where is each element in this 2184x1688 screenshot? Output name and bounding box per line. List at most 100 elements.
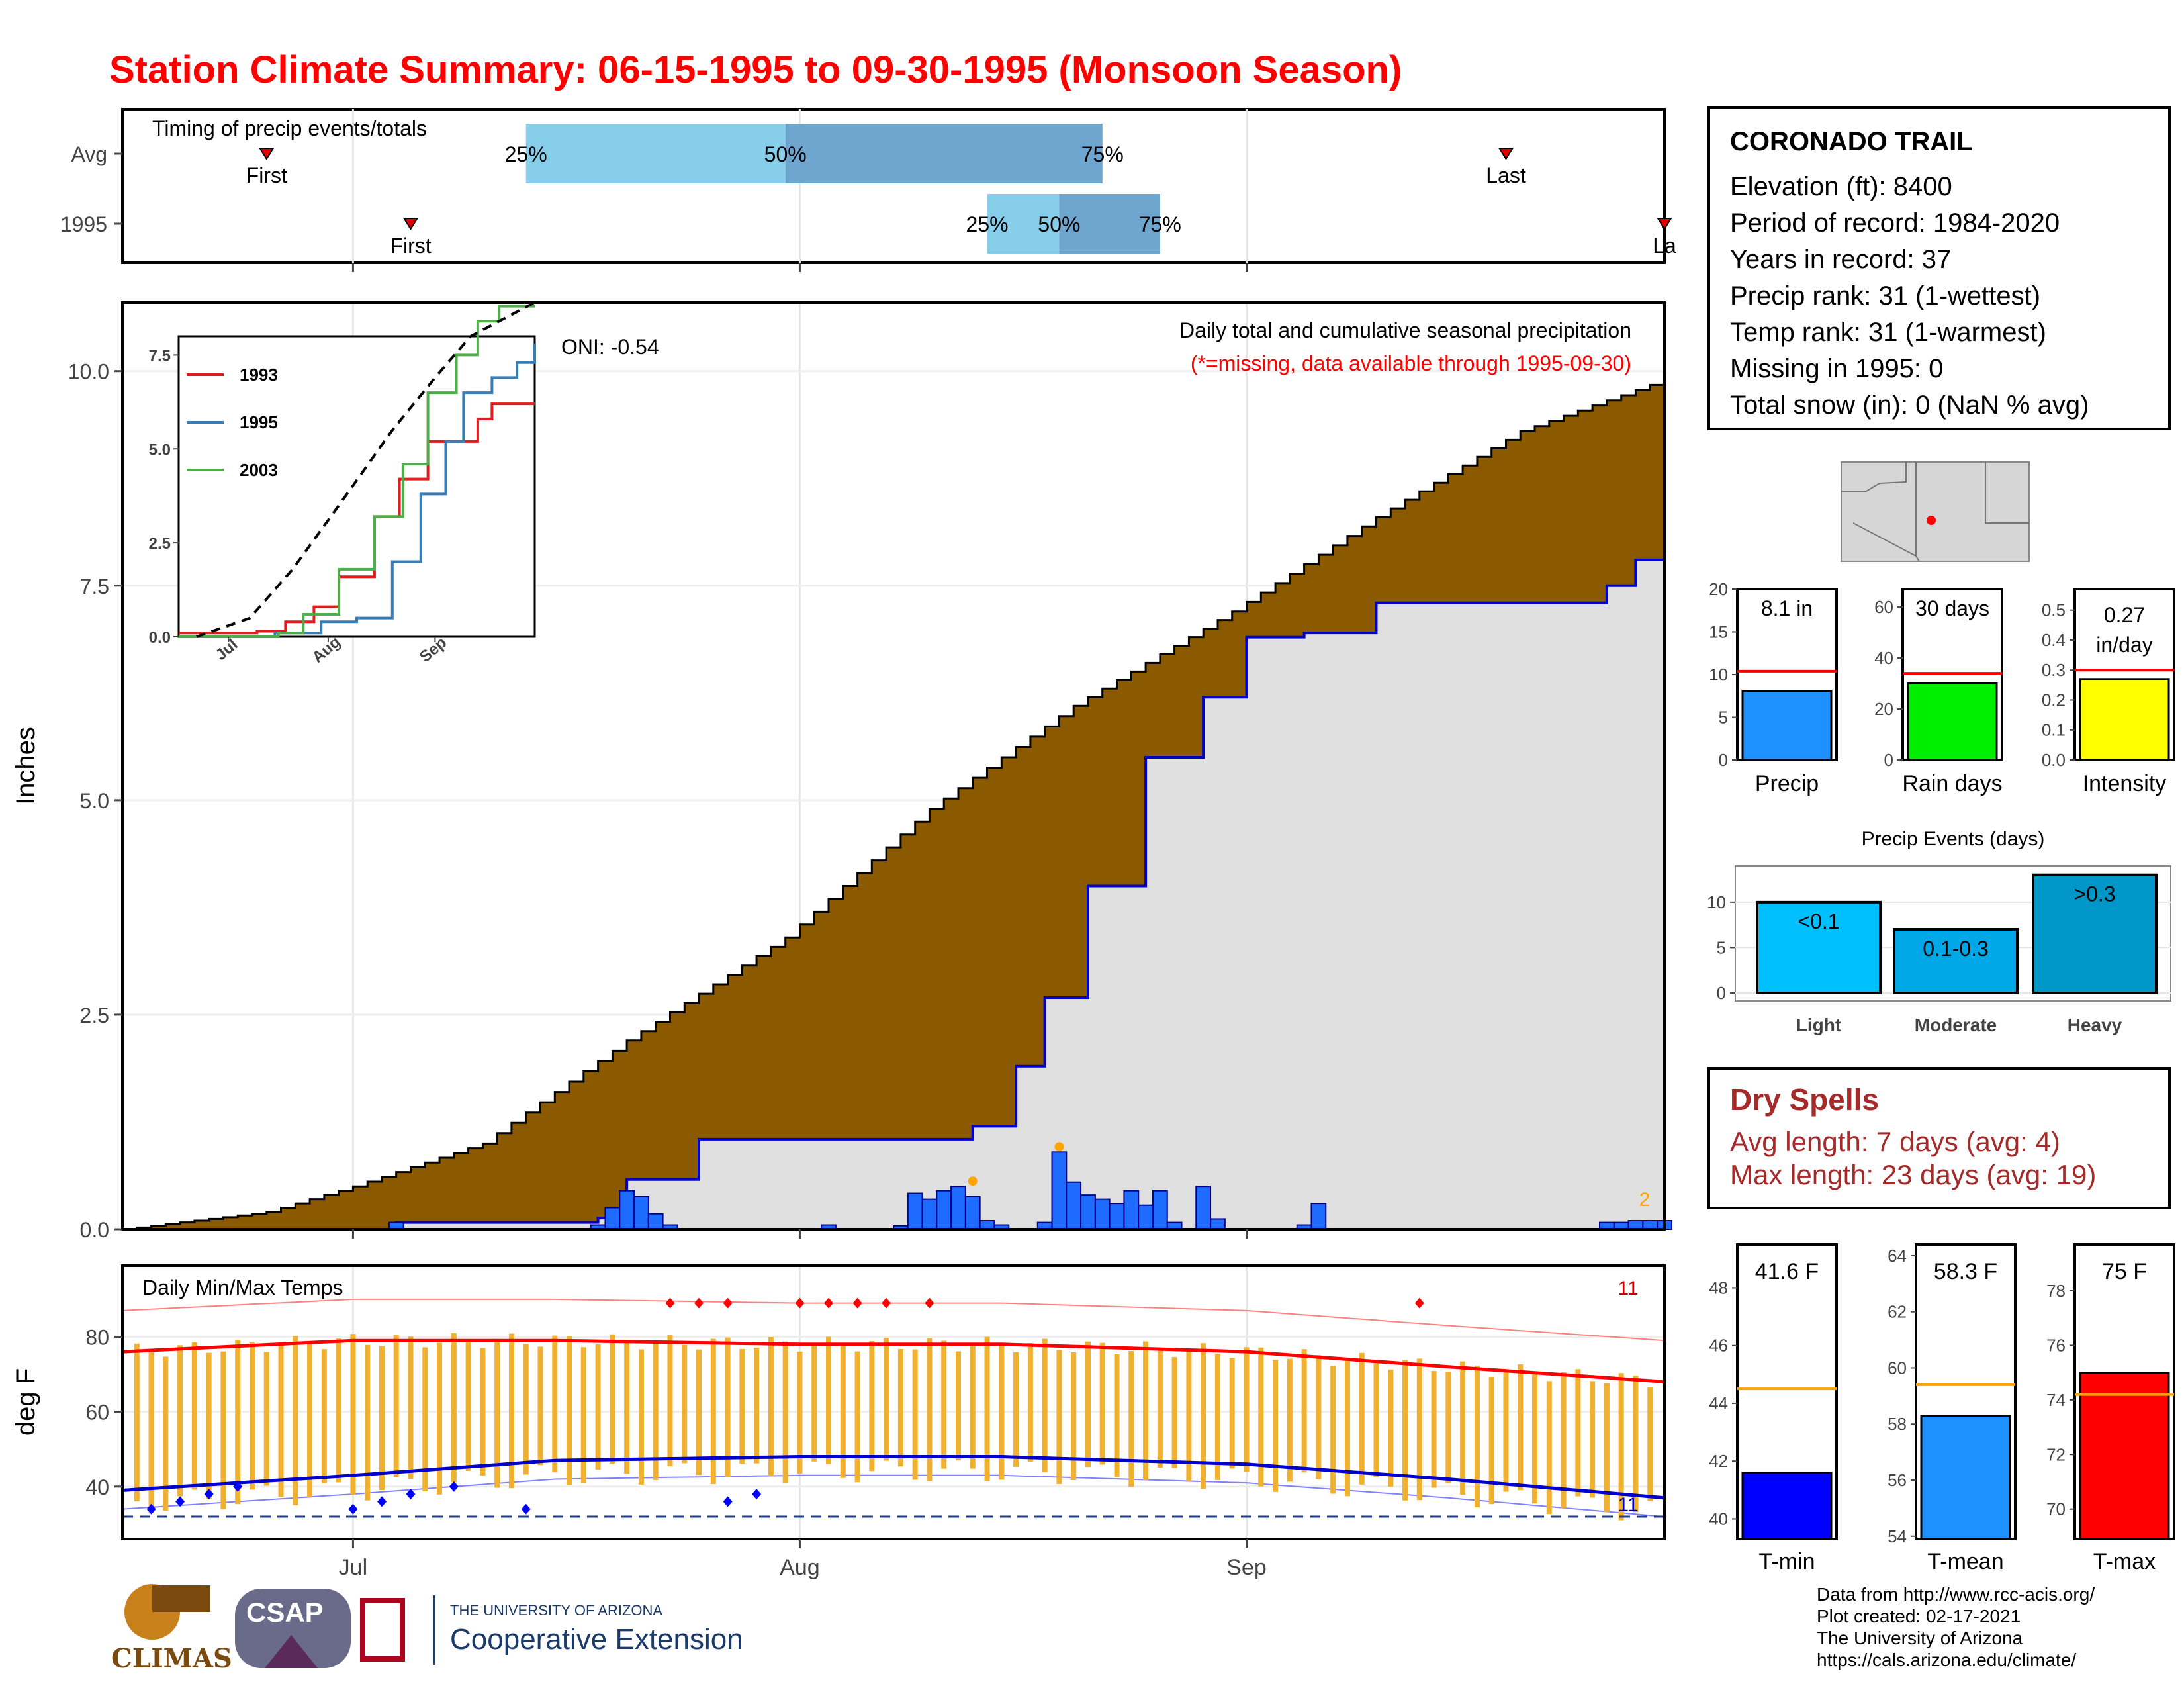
daily-temp-bar [422,1347,428,1491]
daily-temp-bar [927,1338,933,1481]
precip-panel-note: (*=missing, data available through 1995-… [1191,352,1631,375]
temp-summary-y-tick-label: 64 [1888,1246,1907,1266]
record-high-marker [824,1297,833,1309]
daily-temp-bar [1056,1350,1062,1484]
daily-temp-bar [1316,1355,1322,1479]
temp-summary-bar [2079,1372,2170,1540]
station-years: Years in record: 37 [1730,245,1952,274]
daily-temp-bar [1388,1369,1394,1487]
daily-temp-bar [955,1351,961,1461]
daily-temp-bar [365,1344,371,1501]
daily-temp-bar [638,1349,644,1485]
daily-temp-bar [1013,1352,1019,1467]
station-precip-rank: Precip rank: 31 (1-wettest) [1730,281,2041,310]
dry-spells-panel: Dry Spells Avg length: 7 days (avg: 4) M… [1707,1067,2171,1209]
daily-temp-bar [739,1348,745,1464]
daily-temp-bar [1359,1352,1365,1485]
station-temp-rank: Temp rank: 31 (1-warmest) [1730,318,2046,347]
daily-temp-bar [682,1344,688,1464]
csap-logo-icon [235,1589,351,1668]
precip-y-axis-label: Inches [11,727,40,805]
daily-temp-bar [1157,1348,1163,1468]
precip-record-count: 2 [1639,1189,1651,1211]
summary-bar-value: 0.27 [2104,603,2145,627]
precip-panel-frame [121,301,1666,1231]
timing-row-label: Avg [71,142,107,166]
timing-bar-lower [525,124,786,183]
last-event-label: Last [1486,164,1526,187]
credit-line: The University of Arizona [1817,1628,2023,1648]
timing-panel-label: Timing of precip events/totals [152,117,427,140]
climas-logo-icon [152,1585,210,1612]
daily-temp-bar [177,1345,183,1497]
daily-temp-bar [1287,1358,1293,1482]
daily-temp-bar [278,1345,284,1497]
daily-temp-bar [710,1338,716,1485]
record-low-marker [348,1503,358,1515]
daily-temp-bar [494,1338,500,1488]
daily-precip-bar [1051,1151,1068,1231]
temp-summary-y-tick-label: 76 [2046,1335,2066,1355]
daily-temp-bar [1518,1364,1524,1491]
daily-temp-bar [610,1334,615,1464]
daily-precip-bar [1138,1204,1154,1231]
summary-bar-label: Precip [1755,771,1819,796]
daily-temp-bar [1071,1352,1077,1480]
daily-precip-bar [1109,1203,1125,1230]
daily-temp-bar [1085,1341,1091,1468]
precip-y-tick-label: 2.5 [80,1004,109,1027]
summary-y-tick-label: 0.2 [2042,690,2066,710]
station-info-panel: CORONADO TRAIL Elevation (ft): 8400 Peri… [1707,106,2171,430]
daily-temp-bar [941,1340,947,1469]
station-location-dot [1927,516,1936,525]
summary-bar [1907,682,1998,761]
summary-y-tick-label: 5 [1719,708,1728,727]
temp-summary-bar [1741,1472,1833,1540]
daily-temp-bar [984,1336,990,1481]
daily-temp-bar [725,1337,731,1477]
daily-temp-bar [826,1336,832,1465]
record-low-marker [204,1489,214,1500]
daily-temp-bar [1532,1373,1538,1504]
daily-temp-bar [1186,1348,1192,1482]
daily-temp-bar [1128,1351,1134,1487]
daily-temp-bar [1503,1372,1509,1492]
timing-bar-upper [785,124,1103,183]
record-high-marker [694,1297,704,1309]
timing-p75-label: 75% [1081,142,1124,166]
credit-line: Data from http://www.rcc-acis.org/ [1817,1584,2095,1605]
temp-summary-y-tick-label: 54 [1888,1526,1907,1546]
daily-temp-bar [854,1351,860,1483]
summary-y-tick-label: 20 [1874,699,1893,719]
temp-summary-y-tick-label: 44 [1709,1393,1728,1413]
summary-y-tick-label: 0 [1719,750,1728,770]
daily-temp-bar [999,1344,1005,1480]
temp-panel-label: Daily Min/Max Temps [142,1276,343,1299]
daily-temp-bar [884,1338,889,1461]
summary-bar [2079,678,2170,761]
temp-summary-value: 41.6 F [1755,1259,1819,1284]
record-low-marker [752,1489,762,1500]
daily-temp-bar [148,1352,154,1513]
record-low-marker [175,1496,185,1507]
summary-y-tick-label: 0.5 [2042,600,2066,620]
record-low-count: 11 [1617,1494,1638,1516]
daily-temp-bar [912,1349,918,1480]
daily-temp-bar [897,1349,903,1467]
inset-y-tick-label: 2.5 [149,535,171,553]
daily-temp-bar [1647,1387,1653,1502]
daily-temp-bar [580,1347,586,1483]
record-low-marker [723,1496,733,1507]
daily-temp-bar [537,1346,543,1466]
station-period: Period of record: 1984-2020 [1730,209,2060,238]
summary-bar [1741,690,1833,761]
inset-legend-label: 2003 [240,460,278,480]
daily-temp-bar [869,1341,875,1472]
inset-average-line [196,301,535,638]
precip-panel-subtitle: Daily total and cumulative seasonal prec… [1179,318,1631,342]
events-y-tick-label: 0 [1717,983,1726,1003]
precip-events-title: Precip Events (days) [1862,828,2045,850]
daily-temp-bar [1416,1358,1422,1501]
precip-y-tick-label: 10.0 [68,360,109,384]
daily-temp-bar [1229,1358,1235,1469]
